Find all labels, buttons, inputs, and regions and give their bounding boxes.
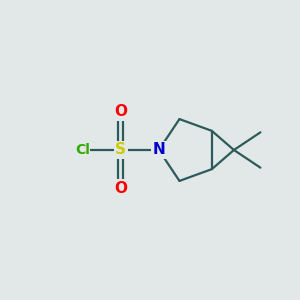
Text: O: O — [114, 181, 127, 196]
Text: Cl: Cl — [75, 143, 90, 157]
Text: S: S — [115, 142, 126, 158]
Text: N: N — [152, 142, 165, 158]
Text: O: O — [114, 104, 127, 119]
